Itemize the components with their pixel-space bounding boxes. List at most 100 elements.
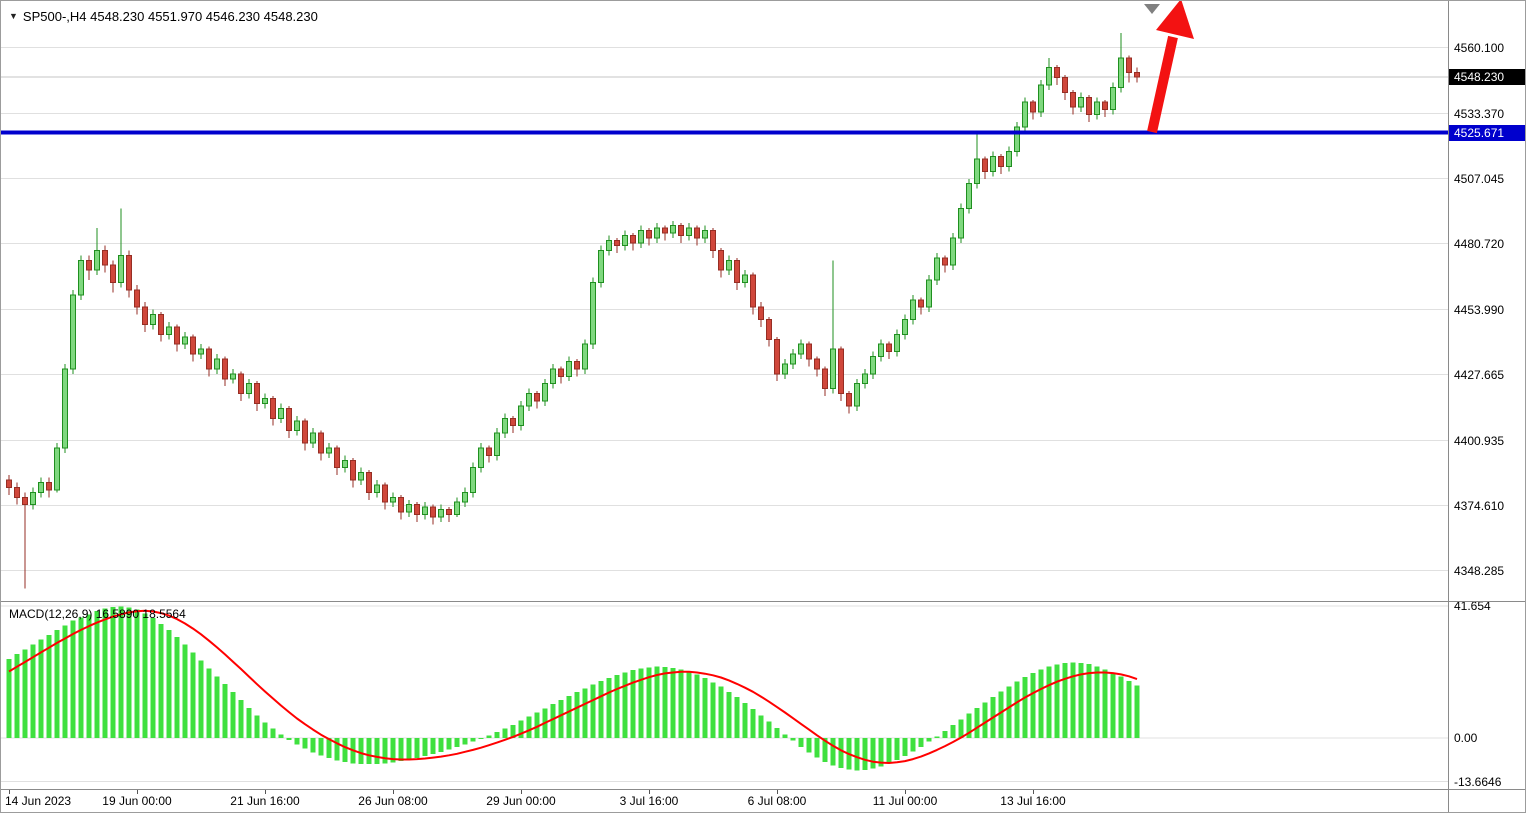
candle-body (398, 496, 404, 513)
candle-body (286, 407, 292, 432)
candle-body (1022, 101, 1028, 128)
candle-body (334, 447, 340, 469)
macd-histogram-bar (374, 738, 380, 764)
candle-body (478, 447, 484, 469)
macd-histogram-bar (902, 738, 908, 756)
candle-body (694, 227, 700, 239)
macd-histogram-bar (110, 607, 116, 739)
candle-body (734, 259, 740, 283)
candle-body (830, 348, 836, 390)
candle-body (126, 254, 132, 291)
candle-body (1078, 96, 1084, 108)
candle-body (86, 259, 92, 271)
price-axis[interactable]: 4560.100 4533.370 4507.045 4480.720 4453.990… (1448, 1, 1525, 812)
macd-histogram-bar (870, 738, 876, 769)
price-axis-label: 4533.370 (1454, 106, 1505, 121)
macd-histogram-bar (878, 738, 884, 767)
macd-histogram-bar (814, 738, 820, 758)
candle-body (1070, 91, 1076, 108)
macd-histogram-bar (446, 738, 452, 750)
macd-panel-canvas[interactable] (1, 601, 1448, 789)
macd-histogram-bar (286, 738, 292, 740)
macd-histogram-bar (238, 700, 244, 739)
candle-body (110, 264, 116, 283)
time-axis[interactable]: 14 Jun 2023 19 Jun 00:00 21 Jun 16:00 26 Ju… (1, 789, 1448, 812)
candle-body (862, 373, 868, 385)
candle-body (806, 343, 812, 360)
time-axis-tick (393, 790, 394, 794)
time-axis-tick (1033, 790, 1034, 794)
candle-body (166, 326, 172, 335)
macd-histogram-bar (982, 702, 988, 739)
macd-signal-line (8, 609, 1138, 764)
candle-body (390, 496, 396, 503)
candle-body (62, 368, 68, 449)
macd-histogram-bar (502, 728, 508, 739)
macd-histogram-bar (662, 667, 668, 739)
candle-body (342, 459, 348, 469)
macd-histogram-bar (646, 667, 652, 739)
candle-body (414, 504, 420, 516)
candle-body (438, 509, 444, 518)
macd-histogram-bar (86, 614, 92, 739)
price-axis-label: 4348.285 (1454, 563, 1505, 578)
macd-histogram-bar (782, 734, 788, 739)
candle-body (230, 373, 236, 380)
candle-body (590, 281, 596, 345)
candle-body (1110, 86, 1116, 111)
macd-histogram-bar (70, 620, 76, 739)
macd-histogram-bar (798, 738, 804, 747)
candle-body (14, 486, 20, 498)
candle-body (1126, 57, 1132, 74)
time-axis-label: 21 Jun 16:00 (230, 794, 300, 808)
macd-histogram-bar (622, 672, 628, 739)
candle-body (454, 501, 460, 516)
macd-histogram-bar (142, 613, 148, 739)
macd-histogram-bar (758, 715, 764, 739)
macd-histogram-bar (510, 724, 516, 739)
candle-body (542, 383, 548, 402)
candle-body (142, 306, 148, 325)
candle-body (926, 279, 932, 308)
candle-body (1086, 96, 1092, 116)
candle-body (6, 479, 12, 488)
macd-histogram-bar (566, 695, 572, 739)
candle-body (30, 491, 36, 506)
candle-body (654, 227, 660, 239)
candle-body (550, 368, 556, 385)
trend-arrow-shaft (1147, 35, 1178, 134)
candle-body (446, 509, 452, 516)
candle-body (870, 356, 876, 375)
main-chart-canvas[interactable] (1, 1, 1448, 601)
candle-body (486, 447, 492, 456)
candle-body (774, 338, 780, 375)
candle-body (374, 484, 380, 493)
macd-histogram-bar (1078, 662, 1084, 739)
candle-body (470, 467, 476, 493)
macd-histogram-bar (1126, 681, 1132, 739)
candle-body (670, 225, 676, 234)
macd-histogram-bar (862, 738, 868, 770)
macd-histogram-bar (78, 617, 84, 739)
macd-histogram-bar (198, 660, 204, 739)
candle-body (214, 358, 220, 370)
candle-body (534, 393, 540, 402)
candle-body (254, 383, 260, 404)
macd-histogram-bar (150, 618, 156, 739)
macd-histogram-bar (334, 738, 340, 761)
macd-histogram-bar (958, 719, 964, 739)
macd-histogram-bar (838, 738, 844, 769)
candle-body (22, 496, 28, 506)
macd-histogram-bar (214, 676, 220, 739)
candle-body (942, 257, 948, 266)
candle-body (750, 274, 756, 308)
candle-body (638, 230, 644, 244)
candle-body (878, 343, 884, 358)
candle-body (294, 420, 300, 432)
macd-histogram-bar (654, 666, 660, 739)
candle-body (494, 432, 500, 456)
macd-histogram-bar (582, 688, 588, 739)
macd-histogram-bar (926, 738, 932, 742)
candle-body (766, 319, 772, 340)
candle-body (846, 393, 852, 407)
